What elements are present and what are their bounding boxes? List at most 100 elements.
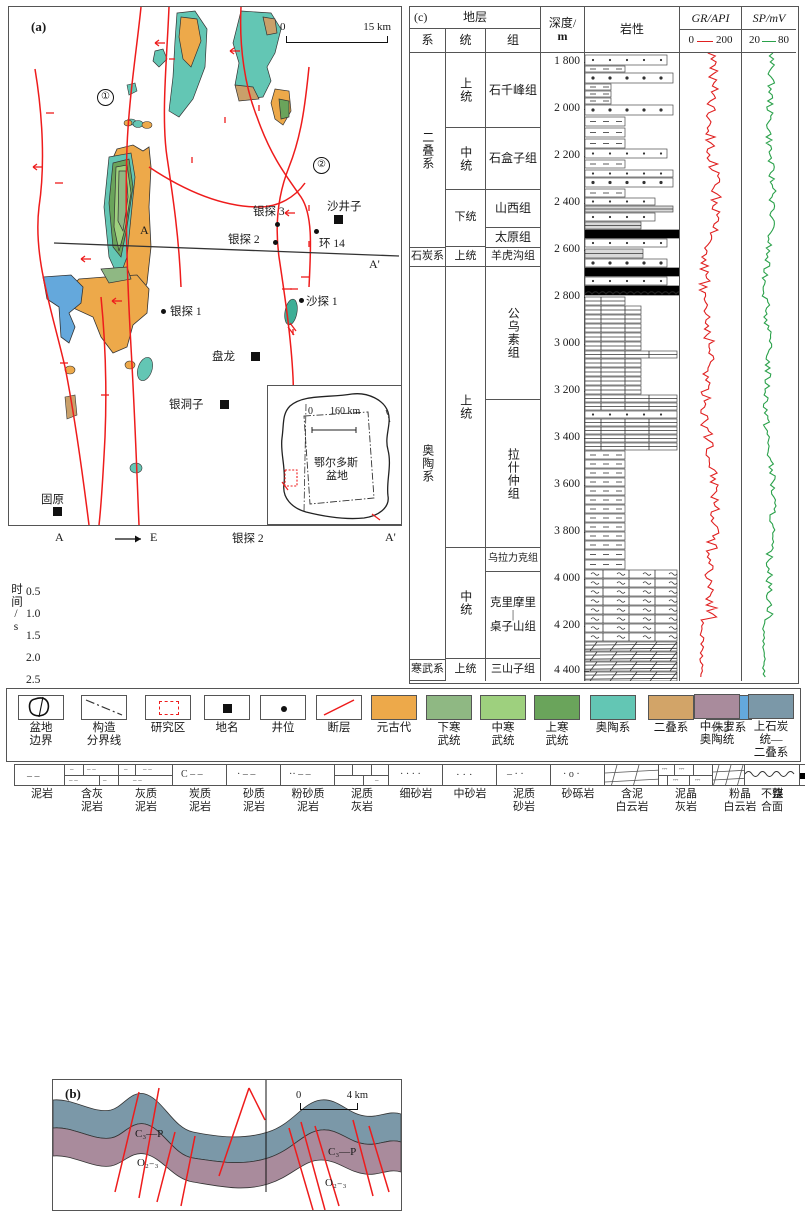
strat-body: 二叠系 石炭系 奥陶系 寒武系 上统 中统 下统 上统 上统 中统 上统 石千峰… (410, 53, 796, 681)
section-y-axis-title: 时间/s (10, 583, 22, 634)
section-ytick-2: 1.5 (26, 630, 41, 642)
silty-mudstone-icon: ·· – – (280, 764, 336, 786)
strat-series-lower-permian: 下统 (446, 190, 486, 247)
legend-well-location: 井位 (257, 695, 309, 735)
place-marker-yindongzi (220, 400, 229, 409)
section-ytick-3: 2.0 (26, 652, 41, 664)
study-area-icon (145, 695, 191, 720)
argillaceous-dolomite-icon (604, 764, 660, 786)
strat-formation-shanxi: 山西组 (486, 190, 541, 228)
inset-map: 0 160 km 鄂尔多斯 盆地 (267, 385, 401, 525)
sp-color-line (762, 40, 776, 42)
inset-basin-name-1: 鄂尔多斯 (314, 457, 358, 469)
legend-study-area: 研究区 (139, 695, 197, 735)
depth-tick-3800: 3 800 (554, 525, 580, 537)
strat-system-ordovician: 奥陶系 (410, 267, 446, 659)
mudstone-icon: – – (14, 764, 70, 786)
depth-tick-2000: 2 000 (554, 102, 580, 114)
well-dot-huan14 (314, 229, 319, 234)
well-label-huan14: 环 14 (319, 238, 345, 250)
permian-swatch (648, 695, 694, 720)
sp-scale: 20 80 (742, 30, 796, 53)
inset-scale-min: 0 (308, 406, 313, 417)
upper-cambrian-swatch (534, 695, 580, 720)
depth-tick-4200: 4 200 (554, 619, 580, 631)
legend-upper-cambrian: 上寒 武统 (531, 695, 583, 748)
scale-max-label: 15 km (363, 21, 391, 33)
strat-header-system: 系 (410, 29, 446, 53)
section-unit-label-2: O₂₋₃ (137, 1157, 159, 1169)
section-well-label: 银探 2 (232, 533, 264, 545)
legend-basin-boundary: 盆地 边界 (13, 695, 69, 748)
strat-series-middle-permian: 中统 (446, 128, 486, 190)
strat-system-cambrian: 寒武系 (410, 659, 446, 681)
legend-proterozoic: 元古代 (367, 695, 421, 735)
well-dot-yintan3 (275, 222, 280, 227)
section-label-A: A (55, 530, 64, 544)
calcareous-bearing-mudstone-icon: – – – – – – (64, 764, 120, 786)
well-dot-yintan1 (161, 309, 166, 314)
sp-min-label: 20 (749, 34, 760, 47)
argillaceous-sandstone-icon: – · · (496, 764, 552, 786)
middle-upper-ordovician-swatch (694, 694, 740, 719)
section-end-label: A' (369, 257, 380, 271)
map-scale-bar: 0 15 km (280, 21, 391, 43)
fault-icon (316, 695, 362, 720)
strat-header-lithology: 岩性 (585, 7, 680, 53)
unconformity-icon (744, 764, 800, 786)
sp-log-track (742, 53, 796, 681)
strat-formation-yanghugou: 羊虎沟组 (486, 247, 541, 267)
legend-lith-medium-sandstone: · · · 中砂岩 (440, 764, 500, 801)
strat-header-series: 统 (446, 29, 486, 53)
glutenite-icon: · o · (550, 764, 606, 786)
strat-formation-wulalike: 乌拉力克组 (486, 548, 541, 572)
fault-ticks (32, 39, 310, 462)
geology-polygons (42, 10, 298, 474)
legend-lith-sandy-mudstone: · – – 砂质 泥岩 (224, 764, 284, 813)
depth-tick-2400: 2 400 (554, 196, 580, 208)
section-ytick-4: 2.5 (26, 674, 41, 686)
section-label-Aprime: A' (385, 530, 396, 544)
depth-tick-2800: 2 800 (554, 290, 580, 302)
depth-tick-mark (584, 671, 589, 672)
section-panel: (b) C₃—P O₂₋₃ C₃—P O₂₋₃ 0 4 km (52, 1079, 402, 1211)
depth-tick-4400: 4 400 (554, 664, 580, 676)
middle-cambrian-swatch (480, 695, 526, 720)
map-svg (32, 7, 400, 525)
map-legend: 盆地 边界 构造 分界线 研究区 地名 井位 断层 元古代 下寒 武统 (6, 688, 801, 762)
legend-place-name: 地名 (201, 695, 253, 735)
gr-min-label: 0 (688, 34, 695, 47)
sp-max-label: 80 (778, 34, 789, 47)
structure-number-1: ① (97, 89, 114, 106)
inset-svg (280, 393, 391, 521)
section-unit-label-1: C₃—P (135, 1128, 164, 1140)
structure-boundary-icon (81, 695, 127, 720)
place-marker-guyuan (53, 507, 62, 516)
gr-log-track (680, 53, 742, 681)
strat-header-gr: GR/API (680, 7, 742, 30)
inset-scale-max: 160 km (330, 406, 361, 417)
micrite-limestone-icon: ᵥᵥᵥ ᵥᵥᵥ ᵥᵥᵥ ᵥᵥᵥ (658, 764, 714, 786)
gr-color-line (697, 40, 713, 42)
strat-series-upper-carboniferous: 上统 (446, 247, 486, 267)
strat-header-depth: 深度/m (541, 7, 585, 53)
section-unit-label-4: O₂₋₃ (325, 1177, 347, 1189)
strat-formation-kelimoli-zhuozishan: 克里摩里 | 桌子山组 (486, 572, 541, 659)
scale-min-label: 0 (280, 21, 286, 33)
strat-system-permian: 二叠系 (410, 53, 446, 247)
section-start-label: A (140, 223, 149, 237)
place-label-panlong: 盘龙 (212, 351, 235, 363)
legend-ordovician: 奥陶系 (585, 695, 641, 735)
sp-curve (761, 53, 777, 678)
legend-lith-carbonaceous-mudstone: C – – 炭质 泥岩 (170, 764, 230, 813)
lithology-svg (585, 54, 679, 681)
legend-fault: 断层 (313, 695, 365, 735)
legend-lith-unconformity: 不整 合面 (742, 764, 802, 813)
legend-upper-carb-permian: 上石炭 统— 二叠系 (744, 694, 798, 761)
strat-group-title: 地层 (462, 10, 487, 25)
strat-system-carboniferous: 石炭系 (410, 247, 446, 267)
well-dot-yintan2 (273, 240, 278, 245)
section-ytick-0: 0.5 (26, 586, 41, 598)
legend-lower-cambrian: 下寒 武统 (423, 695, 475, 748)
carbonaceous-mudstone-icon: C – – (172, 764, 228, 786)
